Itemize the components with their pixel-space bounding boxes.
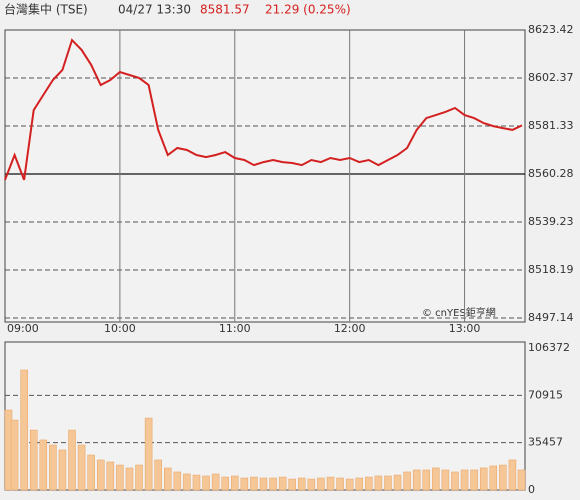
volume-bar — [116, 464, 124, 491]
volume-bar — [517, 469, 526, 491]
volume-bar — [144, 417, 153, 491]
header-price: 8581.57 — [200, 3, 250, 17]
volume-bar — [240, 477, 249, 491]
price-line — [4, 38, 523, 181]
volume-bar — [393, 474, 402, 491]
volume-bar — [345, 478, 354, 491]
volume-bar — [135, 464, 143, 491]
volume-bar — [173, 471, 182, 491]
volume-bar — [87, 454, 95, 491]
volume-bar — [202, 475, 210, 491]
volume-bar — [326, 476, 335, 491]
volume-bar — [499, 464, 507, 491]
volume-bar — [231, 475, 239, 491]
volume-bar — [269, 477, 277, 491]
volume-bar — [298, 477, 306, 491]
volume-bar — [508, 459, 517, 491]
volume-bar — [489, 465, 498, 491]
volume-bar — [403, 471, 411, 491]
header-title: 台灣集中 (TSE) — [4, 2, 88, 17]
volume-bar — [106, 461, 115, 491]
volume-bar — [10, 419, 19, 491]
volume-bar — [192, 474, 201, 491]
volume-bar — [49, 444, 57, 491]
volume-bar — [154, 459, 162, 491]
annotation: © cnYES鉅亨網 — [422, 306, 496, 319]
volume-bar — [250, 476, 258, 491]
volume-bar — [460, 469, 469, 491]
volume-bar — [307, 478, 316, 491]
x-tick-label: 09:00 — [7, 322, 39, 335]
x-tick-label: 12:00 — [334, 322, 366, 335]
volume-bar — [164, 467, 172, 491]
volume-bar — [336, 477, 344, 491]
y-tick-label: 70915 — [528, 388, 563, 401]
volume-bar — [441, 469, 450, 491]
volume-bar — [125, 467, 134, 491]
volume-bar — [451, 471, 459, 491]
volume-bar — [479, 467, 488, 491]
volume-bar — [317, 477, 325, 491]
volume-bar — [68, 429, 76, 491]
y-tick-label: 35457 — [528, 436, 563, 449]
volume-bar — [77, 444, 86, 491]
x-tick-label: 10:00 — [104, 322, 136, 335]
y-tick-label: 8497.14 — [528, 311, 574, 324]
volume-bar — [29, 429, 38, 491]
volume-bar — [374, 475, 383, 491]
volume-bar — [39, 439, 48, 491]
y-tick-label: 8602.37 — [528, 71, 574, 84]
volume-bar — [211, 473, 220, 491]
volume-bar — [412, 469, 421, 491]
y-tick-label: 0 — [528, 483, 535, 496]
volume-bar — [259, 477, 268, 491]
volume-bar — [470, 469, 478, 491]
volume-bar — [422, 469, 431, 491]
header-time: 04/27 13:30 — [118, 3, 191, 17]
volume-bar — [355, 477, 363, 491]
x-tick-label: 13:00 — [449, 322, 481, 335]
y-tick-label: 8623.42 — [528, 23, 574, 36]
volume-bar — [58, 449, 67, 491]
volume-bar — [96, 459, 105, 491]
price-panel — [4, 29, 526, 323]
y-tick-label: 8560.28 — [528, 167, 574, 180]
y-tick-label: 106372 — [528, 341, 570, 354]
volume-bar — [365, 476, 373, 491]
volume-bar — [278, 476, 287, 491]
y-tick-label: 8539.23 — [528, 215, 574, 228]
volume-bar — [384, 475, 392, 491]
volume-bar — [183, 473, 191, 491]
x-tick-label: 11:00 — [219, 322, 251, 335]
volume-bar — [288, 478, 296, 491]
volume-bar — [20, 369, 28, 491]
header-change: 21.29 (0.25%) — [265, 3, 351, 17]
volume-bar — [221, 476, 229, 491]
volume-bar — [432, 467, 440, 491]
y-tick-label: 8581.33 — [528, 119, 574, 132]
y-tick-label: 8518.19 — [528, 263, 574, 276]
